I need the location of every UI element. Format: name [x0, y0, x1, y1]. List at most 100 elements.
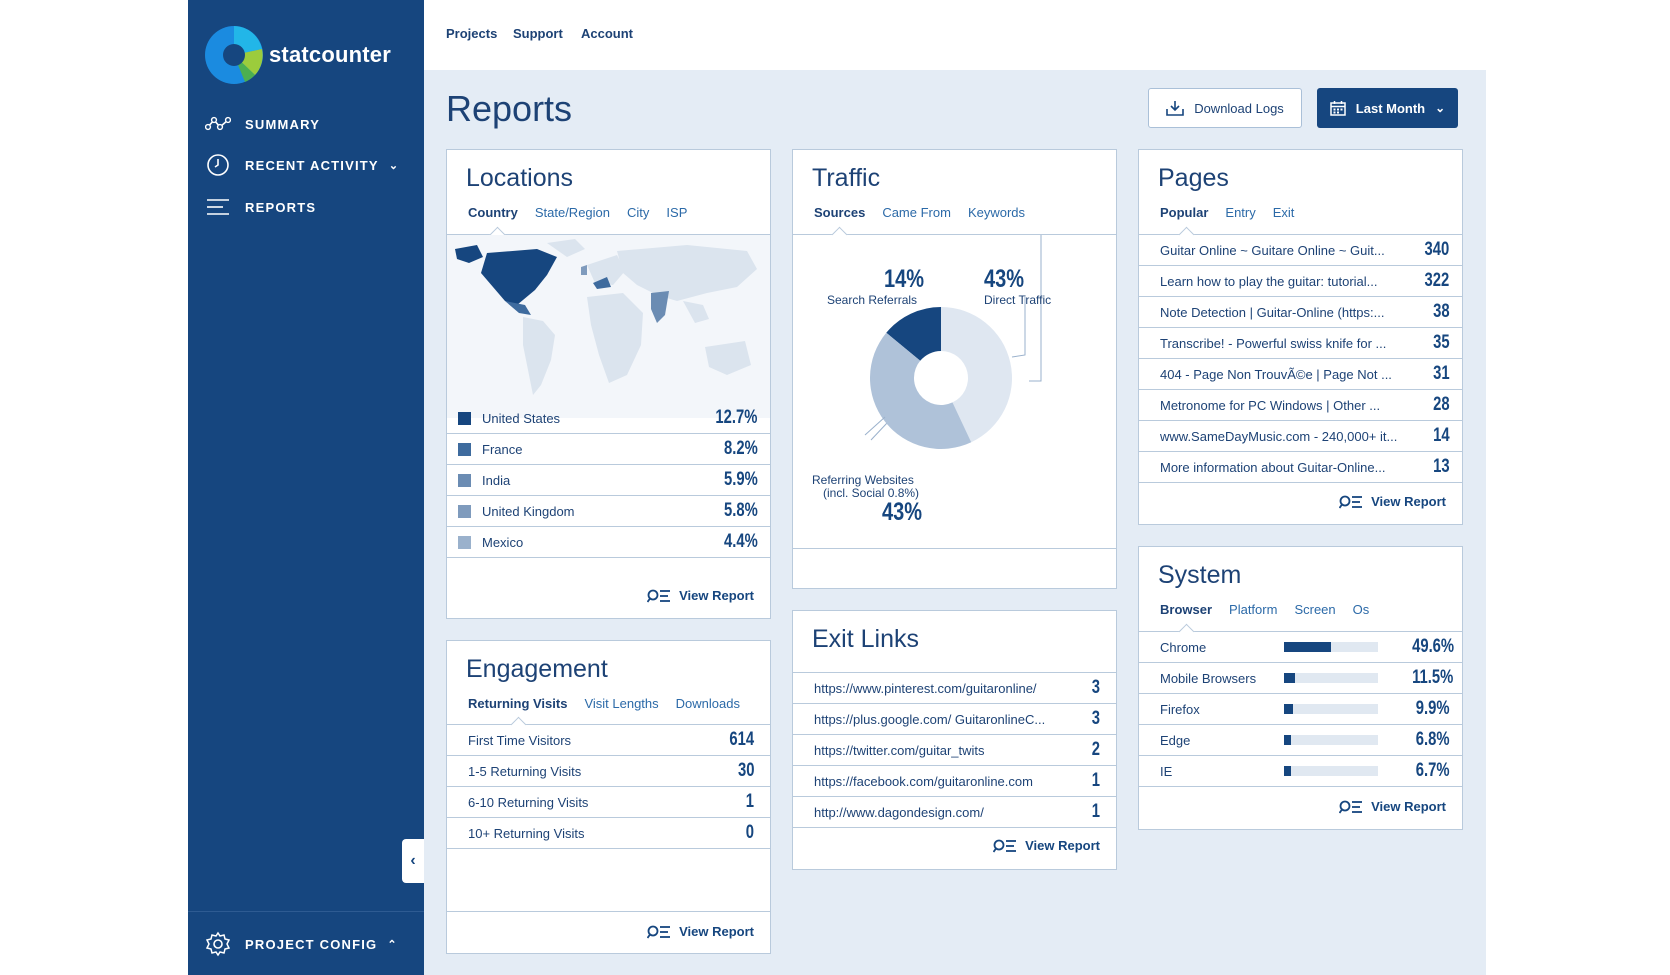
table-row[interactable]: Chrome 49.6%: [1139, 632, 1462, 663]
table-row[interactable]: https://plus.google.com/ GuitaronlineC..…: [793, 704, 1116, 735]
tab-platform[interactable]: Platform: [1229, 602, 1278, 617]
top-nav: Projects Support Account: [424, 0, 1486, 70]
tab-keywords[interactable]: Keywords: [967, 205, 1026, 220]
tab-state-region[interactable]: State/Region: [534, 205, 611, 220]
tab-entry[interactable]: Entry: [1225, 205, 1256, 220]
table-row[interactable]: First Time Visitors 614: [447, 725, 770, 756]
tab-city[interactable]: City: [627, 205, 650, 220]
table-row[interactable]: Firefox 9.9%: [1139, 694, 1462, 725]
table-row[interactable]: Note Detection | Guitar-Online (https:..…: [1139, 297, 1462, 328]
tab-visit-lengths[interactable]: Visit Lengths: [584, 696, 659, 711]
table-row[interactable]: https://twitter.com/guitar_twits 2: [793, 735, 1116, 766]
row-value: 30: [737, 760, 755, 781]
tab-screen[interactable]: Screen: [1294, 602, 1336, 617]
view-report-label: View Report: [1371, 799, 1446, 814]
table-row[interactable]: Mobile Browsers 11.5%: [1139, 663, 1462, 694]
view-report-link[interactable]: View Report: [647, 588, 754, 603]
row-value: 5.9%: [723, 469, 758, 490]
tab-country[interactable]: Country: [468, 205, 518, 220]
table-row[interactable]: Guitar Online ~ Guitare Online ~ Guit...…: [1139, 235, 1462, 266]
row-label: First Time Visitors: [468, 732, 572, 748]
table-row[interactable]: Metronome for PC Windows | Other ... 28: [1139, 390, 1462, 421]
row-value: 4.4%: [723, 531, 758, 552]
view-report-link[interactable]: View Report: [1339, 494, 1446, 509]
search-referrals-label: Search Referrals: [827, 293, 918, 307]
footer-divider: [447, 911, 770, 912]
view-report-icon: [1339, 800, 1363, 814]
row-label: France: [482, 441, 523, 457]
view-report-icon: [1339, 495, 1363, 509]
table-row[interactable]: United Kingdom 5.8%: [447, 496, 770, 527]
sidebar-item-label: SUMMARY: [245, 116, 321, 132]
tab-returning-visits[interactable]: Returning Visits: [468, 696, 568, 711]
table-row[interactable]: Edge 6.8%: [1139, 725, 1462, 756]
statcounter-logo[interactable]: statcounter: [205, 25, 391, 85]
view-report-link[interactable]: View Report: [993, 838, 1100, 853]
nav-account-link[interactable]: Account: [581, 26, 633, 41]
tab-sources[interactable]: Sources: [814, 205, 866, 220]
table-row[interactable]: Mexico 4.4%: [447, 527, 770, 558]
table-row[interactable]: Learn how to play the guitar: tutorial..…: [1139, 266, 1462, 297]
view-report-link[interactable]: View Report: [647, 924, 754, 939]
tab-downloads[interactable]: Downloads: [675, 696, 740, 711]
table-row[interactable]: India 5.9%: [447, 465, 770, 496]
table-row[interactable]: 404 - Page Non TrouvÃ©e | Page Not ... 31: [1139, 359, 1462, 390]
sidebar-item-summary[interactable]: SUMMARY: [205, 111, 320, 137]
project-config-toggle[interactable]: PROJECT CONFIG ⌃: [205, 931, 398, 957]
sidebar-item-recent-activity[interactable]: RECENT ACTIVITY ⌄: [205, 152, 399, 178]
row-value: 12.7%: [715, 407, 758, 428]
date-range-dropdown[interactable]: Last Month ⌄: [1317, 88, 1458, 128]
tab-popular[interactable]: Popular: [1160, 205, 1209, 220]
table-row[interactable]: United States 12.7%: [447, 403, 770, 434]
table-row[interactable]: www.SameDayMusic.com - 240,000+ it... 14: [1139, 421, 1462, 452]
donut-slice-direct-traffic[interactable]: [941, 307, 1012, 443]
nav-support-link[interactable]: Support: [513, 26, 563, 41]
sidebar-item-label: REPORTS: [245, 199, 317, 215]
view-report-link[interactable]: View Report: [1339, 799, 1446, 814]
tab-exit[interactable]: Exit: [1272, 205, 1295, 220]
tab-divider: [793, 234, 1116, 235]
row-value: 35: [1433, 332, 1450, 353]
table-row[interactable]: https://www.pinterest.com/guitaronline/3: [793, 673, 1116, 704]
tab-isp[interactable]: ISP: [666, 205, 688, 220]
table-row[interactable]: 1-5 Returning Visits 30: [447, 756, 770, 787]
row-label: https://plus.google.com/ GuitaronlineC..…: [814, 711, 1046, 727]
usage-bar-fill: [1284, 766, 1291, 776]
table-row[interactable]: More information about Guitar-Online... 1…: [1139, 452, 1462, 483]
table-row[interactable]: 10+ Returning Visits 0: [447, 818, 770, 849]
row-value: 1: [1092, 801, 1101, 822]
footer-divider: [793, 548, 1116, 549]
tab-divider: [447, 234, 770, 235]
world-map[interactable]: [447, 235, 770, 418]
tab-divider: [1139, 234, 1462, 235]
donut-slice-search-referrals[interactable]: [886, 307, 941, 361]
view-report-label: View Report: [1371, 494, 1446, 509]
nav-projects-link[interactable]: Projects: [446, 26, 498, 41]
donut-slice-referring-websites[interactable]: [870, 332, 972, 449]
row-value: 1: [1092, 770, 1101, 791]
download-icon: [1166, 101, 1184, 116]
row-label: Mexico: [482, 534, 524, 550]
tab-browser[interactable]: Browser: [1160, 602, 1213, 617]
table-row[interactable]: 6-10 Returning Visits 1: [447, 787, 770, 818]
sidebar-item-reports[interactable]: REPORTS: [205, 194, 316, 220]
usage-bar: [1284, 766, 1378, 776]
usage-bar-fill: [1284, 673, 1295, 683]
row-label: Note Detection | Guitar-Online (https:..…: [1160, 304, 1385, 320]
row-label: India: [482, 472, 511, 488]
table-row[interactable]: Transcribe! - Powerful swiss knife for .…: [1139, 328, 1462, 359]
table-row[interactable]: France 8.2%: [447, 434, 770, 465]
row-label: Edge: [1160, 732, 1191, 748]
row-value: 11.5%: [1412, 667, 1454, 688]
traffic-donut-chart[interactable]: [793, 235, 1116, 525]
row-label: United Kingdom: [482, 503, 575, 519]
table-row[interactable]: IE 6.7%: [1139, 756, 1462, 787]
tab-came-from[interactable]: Came From: [882, 205, 951, 220]
table-row[interactable]: https://facebook.com/guitaronline.com 1: [793, 766, 1116, 797]
referring-websites-leader-line: [864, 416, 886, 436]
collapse-sidebar-button[interactable]: ‹: [402, 839, 424, 883]
download-logs-button[interactable]: Download Logs: [1148, 88, 1302, 128]
tab-os[interactable]: Os: [1352, 602, 1370, 617]
row-label: United States: [482, 410, 561, 426]
table-row[interactable]: http://www.dagondesign.com/1: [793, 797, 1116, 828]
